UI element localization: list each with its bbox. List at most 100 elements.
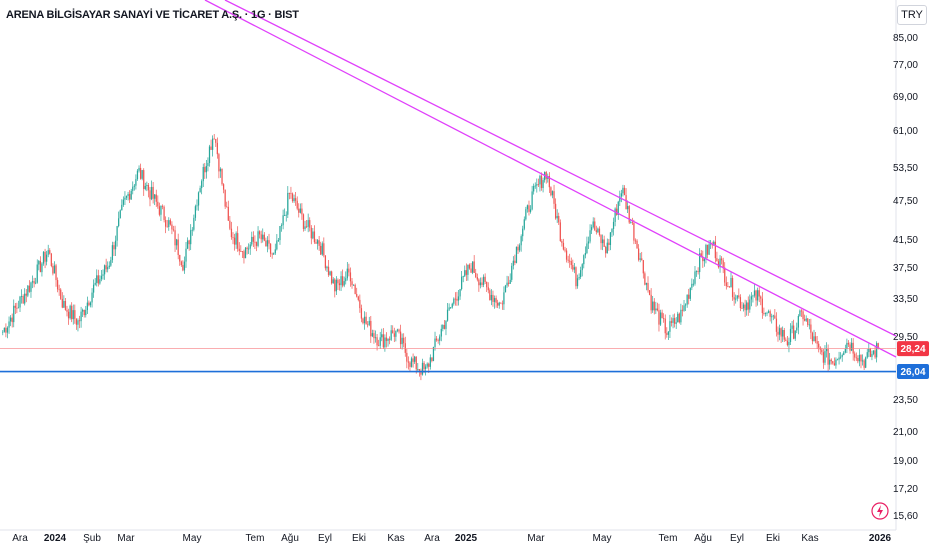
candle bbox=[129, 190, 131, 203]
candle bbox=[633, 219, 635, 245]
candle-body bbox=[562, 242, 565, 250]
candle-body bbox=[271, 253, 273, 255]
candle-body bbox=[387, 338, 389, 341]
candle-body bbox=[439, 336, 441, 341]
candle bbox=[13, 299, 15, 328]
candle-body bbox=[348, 268, 350, 273]
drawing-layer[interactable] bbox=[0, 0, 897, 373]
candle bbox=[470, 263, 472, 274]
candle bbox=[71, 302, 73, 323]
candle bbox=[221, 168, 223, 186]
candle-body bbox=[108, 265, 110, 268]
candle-body bbox=[262, 234, 264, 240]
time-axis[interactable]: Ara 2024 Şub Mar May Tem Ağu Eyl Eki Kas Ara 2025 Ma… bbox=[12, 533, 891, 544]
candle bbox=[41, 262, 43, 277]
trendline-upper[interactable] bbox=[224, 0, 897, 337]
candle-body bbox=[58, 289, 60, 291]
candle-body bbox=[160, 205, 162, 215]
candle bbox=[160, 205, 162, 221]
candle-body bbox=[628, 206, 630, 223]
price-axis[interactable]: 85,00 77,00 69,00 61,00 53,50 47,50 41,50 37,50… bbox=[893, 33, 918, 522]
candle bbox=[35, 277, 37, 285]
candle bbox=[478, 278, 480, 292]
currency-button[interactable]: TRY bbox=[897, 5, 927, 25]
candle-body bbox=[30, 282, 32, 292]
candle bbox=[107, 261, 109, 273]
candle bbox=[757, 287, 759, 306]
candle-body bbox=[406, 352, 408, 362]
candle bbox=[171, 221, 173, 235]
candle-body bbox=[393, 333, 395, 337]
candle-body bbox=[808, 324, 810, 326]
candle bbox=[567, 255, 569, 264]
candle-body bbox=[197, 192, 200, 206]
candle-body bbox=[232, 237, 234, 238]
candle bbox=[507, 276, 510, 287]
candle-body bbox=[459, 289, 461, 297]
candle bbox=[182, 260, 184, 272]
price-tick-label: 37,50 bbox=[893, 263, 918, 274]
candle bbox=[461, 271, 463, 291]
candle bbox=[855, 352, 857, 361]
candle bbox=[307, 213, 309, 233]
candle bbox=[620, 189, 623, 203]
candle bbox=[378, 339, 380, 347]
candle bbox=[320, 241, 322, 256]
candle-body bbox=[309, 220, 311, 228]
candle-body bbox=[177, 239, 179, 255]
candle-body bbox=[337, 279, 339, 284]
candle bbox=[64, 298, 67, 311]
candle bbox=[92, 279, 95, 298]
candle-body bbox=[365, 316, 367, 325]
candle-body bbox=[14, 305, 16, 308]
candle-body bbox=[295, 198, 297, 201]
price-tick-label: 47,50 bbox=[893, 196, 918, 207]
candle bbox=[122, 196, 124, 207]
candle bbox=[450, 306, 452, 309]
candle bbox=[442, 324, 444, 332]
candle-body bbox=[744, 304, 746, 311]
candle-body bbox=[33, 281, 35, 284]
candle bbox=[255, 241, 258, 252]
candle bbox=[844, 344, 846, 354]
candle bbox=[321, 241, 323, 256]
candle bbox=[196, 199, 198, 211]
candle bbox=[603, 235, 605, 248]
candle-body bbox=[304, 226, 306, 229]
candle-body bbox=[634, 240, 637, 242]
candle bbox=[382, 328, 384, 349]
candle bbox=[61, 292, 63, 309]
candle-body bbox=[315, 242, 317, 244]
candle-body bbox=[464, 270, 466, 277]
candle-body bbox=[155, 194, 157, 202]
candle-body bbox=[813, 336, 815, 342]
candle bbox=[594, 217, 596, 231]
alert-icon[interactable] bbox=[871, 502, 889, 520]
candle-body bbox=[689, 287, 691, 299]
time-tick-label: Mar bbox=[527, 533, 545, 544]
candle bbox=[407, 356, 410, 370]
candle-body bbox=[421, 362, 424, 375]
candle bbox=[866, 348, 868, 359]
candle-body bbox=[158, 206, 161, 215]
candle-body bbox=[85, 310, 87, 316]
candle bbox=[60, 288, 62, 300]
candle bbox=[746, 300, 748, 316]
candle-body bbox=[691, 283, 693, 288]
candle-body bbox=[614, 208, 616, 222]
candle-body bbox=[165, 219, 167, 227]
candle bbox=[99, 275, 101, 285]
candle-body bbox=[52, 265, 54, 274]
candle bbox=[298, 203, 300, 218]
candle bbox=[49, 248, 51, 255]
candle-body bbox=[603, 239, 605, 247]
candle bbox=[103, 264, 106, 280]
candle-body bbox=[429, 357, 431, 367]
trendline-lower[interactable] bbox=[204, 0, 897, 358]
candle bbox=[539, 174, 541, 192]
candle bbox=[719, 255, 721, 273]
candle bbox=[612, 217, 615, 236]
candle bbox=[207, 157, 209, 172]
candle-body bbox=[534, 185, 536, 187]
